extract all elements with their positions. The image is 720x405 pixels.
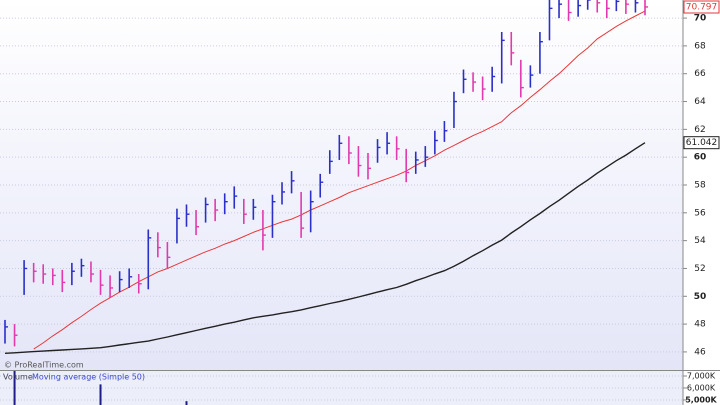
- y-tick-label: 6,000K: [687, 383, 716, 392]
- y-tick-label: 50: [694, 292, 707, 302]
- y-tick-label: 7,000K: [687, 371, 716, 380]
- y-tick-label: 62: [694, 125, 705, 135]
- y-tick-label: 5,000K: [685, 395, 717, 404]
- y-tick-label: 60: [694, 153, 707, 163]
- volume-bar: [99, 384, 102, 405]
- y-tick-label: 48: [694, 320, 706, 330]
- y-tick-label: 52: [694, 264, 705, 274]
- moving-average-tag: 61.042: [686, 138, 718, 148]
- y-tick-label: 46: [694, 347, 706, 357]
- y-tick-label: 66: [694, 69, 706, 79]
- volume-bar: [13, 371, 16, 405]
- volume-panel: [0, 371, 683, 405]
- y-tick-label: 56: [694, 208, 706, 218]
- last-price-tag-box: [683, 0, 720, 14]
- moving-average-tag-box: [683, 136, 720, 150]
- moving-average-line: [4, 142, 646, 354]
- volume-bar: [185, 401, 188, 405]
- y-tick-label: 64: [694, 97, 706, 107]
- y-tick-label: 70: [694, 14, 707, 24]
- watermark: © ProRealTime.com: [4, 361, 84, 370]
- y-tick-label: 54: [694, 236, 706, 246]
- price-panel: [0, 0, 683, 370]
- y-tick-label: 68: [694, 41, 706, 51]
- volume-subtitle: Moving average (Simple 50): [32, 373, 145, 382]
- moving-average-line: [33, 10, 646, 350]
- last-price-tag: 70.797: [686, 2, 718, 12]
- volume-title: Volume: [3, 373, 33, 382]
- y-tick-label: 58: [694, 181, 706, 191]
